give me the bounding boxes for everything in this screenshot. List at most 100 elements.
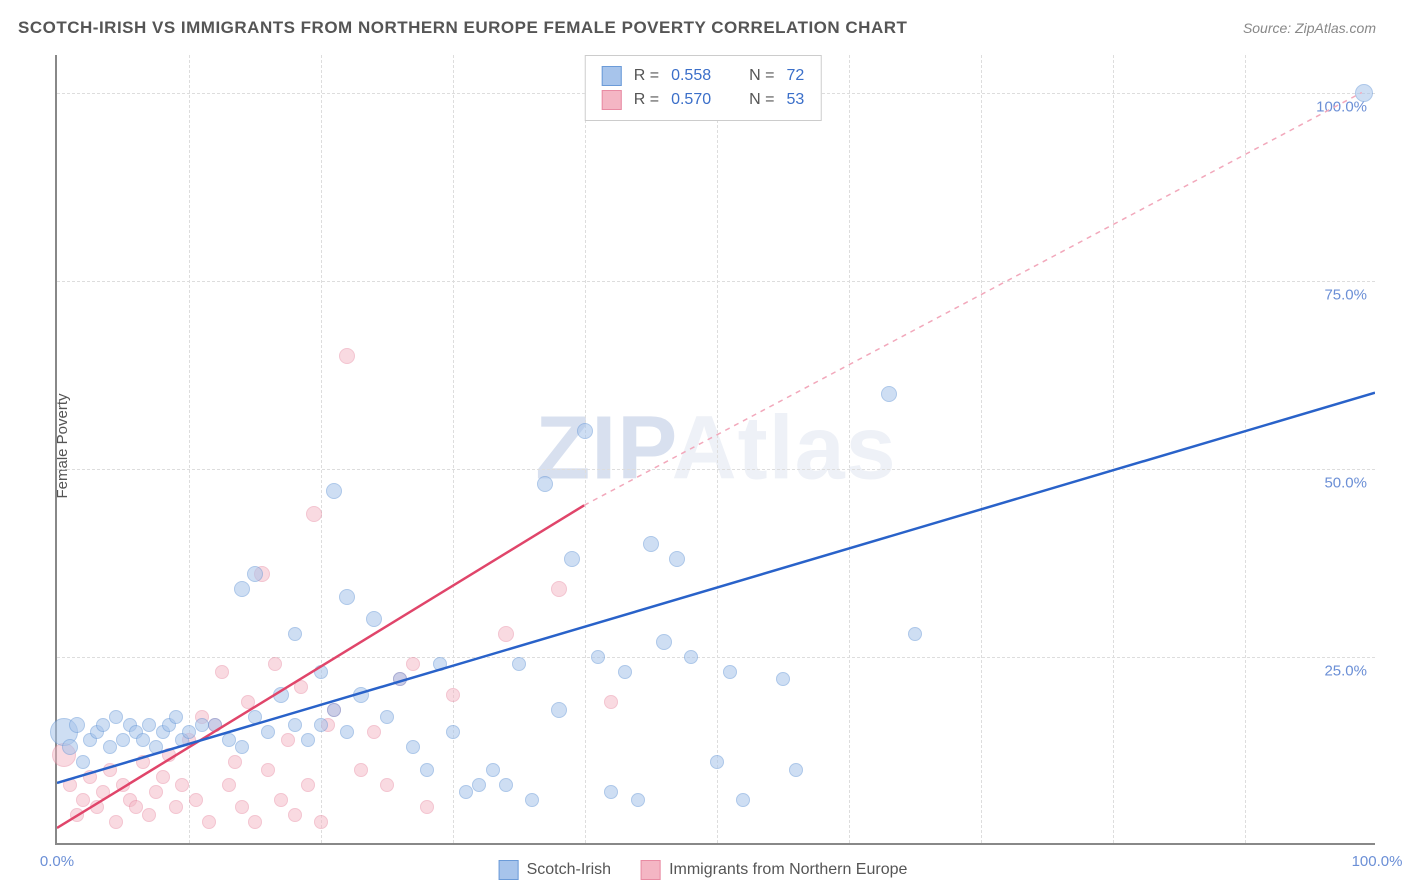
data-point [339, 589, 355, 605]
data-point [63, 778, 77, 792]
data-point [486, 763, 500, 777]
data-point [156, 770, 170, 784]
data-point [175, 778, 189, 792]
legend-label-0: Scotch-Irish [527, 861, 611, 879]
data-point [248, 815, 262, 829]
y-tick-label: 50.0% [1324, 474, 1367, 491]
data-point [306, 506, 322, 522]
data-point [498, 626, 514, 642]
data-point [162, 748, 176, 762]
data-point [96, 785, 110, 799]
data-point [420, 763, 434, 777]
legend-swatch-icon [499, 860, 519, 880]
data-point [314, 718, 328, 732]
data-point [631, 793, 645, 807]
gridline-h [57, 281, 1375, 282]
data-point [353, 687, 369, 703]
data-point [222, 733, 236, 747]
data-point [326, 483, 342, 499]
data-point [215, 665, 229, 679]
gridline-h [57, 657, 1375, 658]
data-point [301, 778, 315, 792]
legend-n-label: N = [749, 91, 774, 109]
data-point [339, 348, 355, 364]
data-point [446, 688, 460, 702]
data-point [393, 672, 407, 686]
data-point [604, 785, 618, 799]
data-point [109, 815, 123, 829]
data-point [684, 650, 698, 664]
data-point [723, 665, 737, 679]
data-point [710, 755, 724, 769]
data-point [149, 740, 163, 754]
data-point [129, 800, 143, 814]
data-point [116, 778, 130, 792]
data-point [446, 725, 460, 739]
data-point [406, 657, 420, 671]
data-point [261, 725, 275, 739]
data-point [70, 808, 84, 822]
data-point [1355, 84, 1373, 102]
legend-n-val-1: 53 [786, 91, 804, 109]
data-point [472, 778, 486, 792]
gridline-h [57, 469, 1375, 470]
data-point [406, 740, 420, 754]
data-point [261, 763, 275, 777]
legend-swatch-0 [602, 66, 622, 86]
data-point [340, 725, 354, 739]
data-point [564, 551, 580, 567]
data-point [109, 710, 123, 724]
data-point [234, 581, 250, 597]
watermark: ZIPAtlas [535, 398, 896, 501]
data-point [169, 710, 183, 724]
data-point [380, 710, 394, 724]
data-point [656, 634, 672, 650]
data-point [274, 793, 288, 807]
data-point [182, 725, 196, 739]
gridline-v [717, 55, 718, 843]
gridline-v [585, 55, 586, 843]
data-point [103, 740, 117, 754]
data-point [103, 763, 117, 777]
legend-label-1: Immigrants from Northern Europe [669, 861, 907, 879]
data-point [136, 733, 150, 747]
gridline-v [1245, 55, 1246, 843]
data-point [208, 718, 222, 732]
data-point [189, 793, 203, 807]
data-point [288, 627, 302, 641]
data-point [288, 808, 302, 822]
data-point [459, 785, 473, 799]
chart-container: SCOTCH-IRISH VS IMMIGRANTS FROM NORTHERN… [0, 0, 1406, 892]
gridline-v [981, 55, 982, 843]
data-point [149, 785, 163, 799]
data-point [314, 665, 328, 679]
data-point [433, 657, 447, 671]
legend-row-1: R = 0.570 N = 53 [602, 88, 805, 112]
legend-r-val-1: 0.570 [671, 91, 711, 109]
y-tick-label: 25.0% [1324, 662, 1367, 679]
x-tick-label: 0.0% [40, 853, 74, 870]
data-point [354, 763, 368, 777]
data-point [90, 800, 104, 814]
data-point [908, 627, 922, 641]
data-point [222, 778, 236, 792]
data-point [525, 793, 539, 807]
legend-r-label: R = [634, 67, 659, 85]
gridline-v [1113, 55, 1114, 843]
data-point [142, 808, 156, 822]
data-point [776, 672, 790, 686]
data-point [736, 793, 750, 807]
gridline-v [849, 55, 850, 843]
x-tick-label: 100.0% [1352, 853, 1403, 870]
legend-item-0: Scotch-Irish [499, 860, 611, 880]
data-point [169, 800, 183, 814]
data-point [366, 611, 382, 627]
data-point [551, 702, 567, 718]
data-point [247, 566, 263, 582]
data-point [136, 755, 150, 769]
plot-area: ZIPAtlas 25.0%50.0%75.0%100.0%0.0%100.0% [55, 55, 1375, 845]
data-point [235, 800, 249, 814]
data-point [643, 536, 659, 552]
trend-lines [57, 55, 1375, 843]
legend-r-label: R = [634, 91, 659, 109]
